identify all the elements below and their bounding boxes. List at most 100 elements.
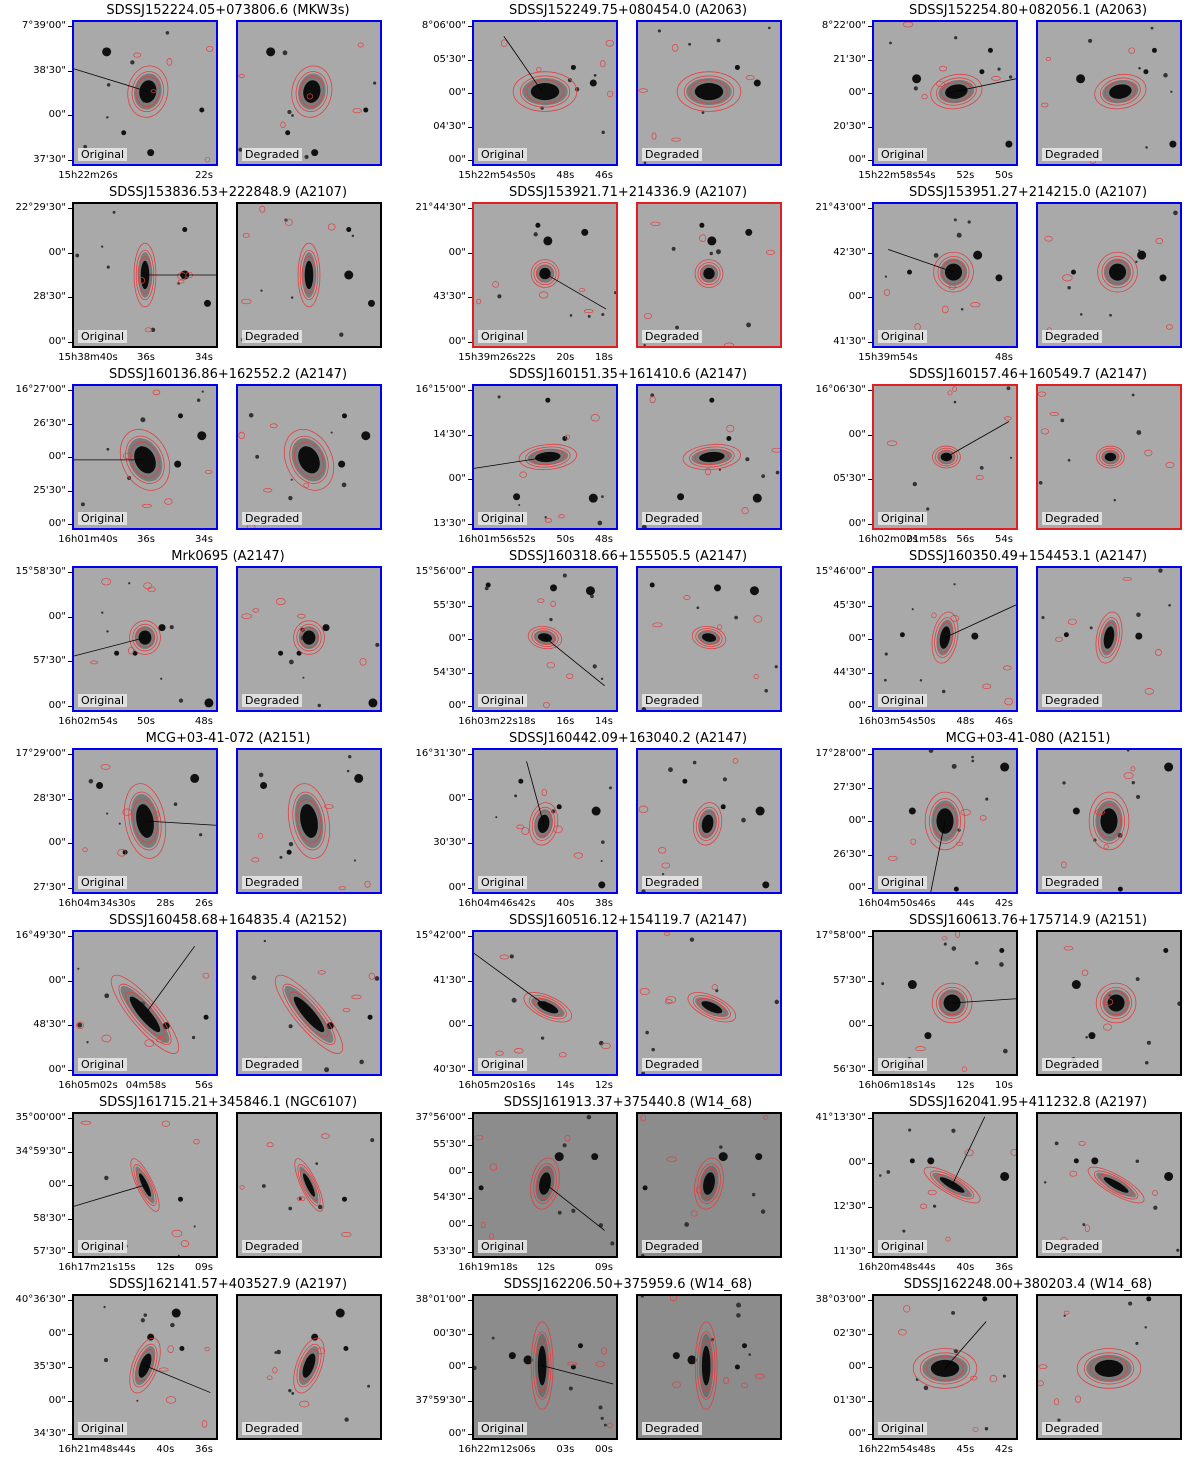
faint-source [557,1210,562,1215]
noise-contour [1081,969,1089,976]
x-tick-label: 15h39m26s [458,352,518,363]
panel-title: SDSSJ160516.12+154119.7 (A2147) [508,913,748,928]
galaxy-cell: SDSSJ160157.46+160549.7 (A2147) Original D… [800,364,1200,546]
x-axis: 16h03m22s 18s 16s 14s [458,716,618,728]
y-tick-mark [68,208,72,209]
x-tick-label: 09s [595,1262,613,1273]
radio-contour [297,1164,321,1206]
star [1143,69,1149,75]
degraded-label: Degraded [1042,1058,1103,1071]
noise-contour [341,1231,352,1238]
radio-contour [296,1343,322,1388]
original-image [474,1296,616,1438]
y-tick-label: 37°56'00" [415,1112,466,1123]
faint-source [774,999,780,1005]
star [979,69,985,75]
y-tick-label: 14'30" [433,428,466,440]
noise-contour [161,1120,171,1127]
y-tick-mark [468,208,472,209]
noise-contour [204,1346,210,1352]
noise-contour [910,838,917,845]
original-image [74,750,216,892]
faint-source [302,676,305,679]
x-tick-label: 48s [595,534,613,545]
noise-contour [938,65,948,72]
faint-source [598,1405,603,1410]
x-tick-label: 14s [917,1080,936,1091]
radio-contour [132,799,158,843]
noise-contour [141,503,152,508]
noise-contour [317,970,326,975]
x-tick-label: 52s [517,534,536,545]
faint-source [590,594,594,599]
noise-contour [238,431,245,440]
faint-source [289,659,294,665]
x-tick-label: 50s [995,170,1013,181]
x-axis: 16h06m18s 14s 12s 10s [858,1080,1018,1092]
x-tick-label: 40s [556,898,575,909]
noise-contour [741,507,749,515]
y-tick-mark [868,390,872,391]
star [543,236,553,246]
original-label: Original [78,694,128,707]
degraded-label: Degraded [1042,330,1103,343]
noise-contour [180,1240,190,1248]
x-tick-label: 42s [995,898,1013,909]
x-tick-label: 03s [556,1444,575,1455]
faint-source [926,507,930,511]
faint-source [951,946,957,951]
noise-contour [1063,1310,1070,1315]
faint-source [601,130,605,135]
noise-contour [766,249,776,255]
x-tick-label: 44s [117,1444,136,1455]
x-tick-label: 42s [517,898,536,909]
star [672,1352,680,1360]
original-panel: Original [472,202,618,348]
direction-line [144,945,196,1015]
original-panel: Original [472,1112,618,1258]
x-tick-label: 12s [537,1262,555,1273]
faint-source [136,1399,139,1402]
faint-source [373,81,377,85]
faint-source [592,664,597,669]
noise-contour [590,414,600,422]
y-tick-label: 05'30" [433,53,466,65]
noise-contour [316,1347,326,1355]
direction-line [474,952,549,1008]
radio-contour [937,449,956,465]
faint-source [709,251,713,256]
noise-contour [327,223,336,231]
y-tick-label: 55'30" [433,599,466,611]
faint-source [533,232,538,237]
star [995,274,1003,282]
galaxy [140,260,150,290]
faint-source [598,1040,604,1046]
x-tick-label: 46s [995,716,1013,727]
faint-source [1145,146,1148,149]
radio-contour [936,622,954,653]
y-tick-label: 00" [48,109,66,121]
faint-source [1135,260,1138,263]
degraded-panel: Degraded [236,1112,382,1258]
noise-contour [649,395,656,404]
original-image [474,750,616,892]
degraded-label: Degraded [242,148,303,161]
original-panel: Original [872,566,1018,712]
original-image [474,204,616,346]
noise-contour [1038,1380,1044,1387]
faint-source [191,1035,196,1040]
x-tick-label: 48s [917,1444,936,1455]
radio-contour [119,429,171,491]
noise-contour [240,298,252,305]
y-tick-mark [468,1300,472,1301]
faint-source [768,26,771,30]
galaxy-cell: SDSSJ153921.71+214336.9 (A2107) Original D… [400,182,800,364]
degraded-image [1038,1114,1180,1256]
galaxy [1107,994,1125,1012]
faint-source [745,457,750,462]
x-axis: 16h05m02s 04m58s 56s [58,1080,218,1092]
faint-source [260,289,263,292]
original-image [74,204,216,346]
x-axis: 15h22m54s 50s 48s 46s [458,170,618,182]
faint-source [274,1351,278,1355]
